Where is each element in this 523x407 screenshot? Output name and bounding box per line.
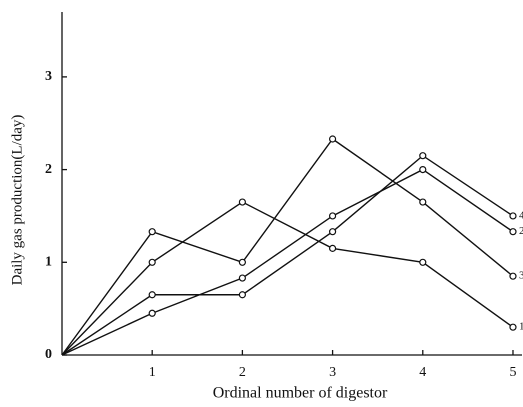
series-line — [61, 154, 514, 356]
point — [419, 258, 427, 266]
point — [509, 228, 517, 236]
x-tick-label: 4 — [419, 365, 426, 380]
point — [238, 198, 246, 206]
series-line — [61, 201, 514, 356]
series-line — [61, 168, 514, 356]
point — [509, 272, 517, 280]
point — [148, 228, 156, 236]
series-label: 2 — [519, 225, 523, 237]
y-tick-label: 3 — [45, 69, 52, 84]
x-tick-label: 1 — [149, 365, 156, 380]
y-tick-label: 0 — [45, 347, 52, 362]
point — [419, 198, 427, 206]
series-label: 1 — [519, 321, 523, 333]
point — [509, 212, 517, 220]
point — [148, 291, 156, 299]
y-tick-label: 2 — [45, 162, 52, 177]
series-label: 3 — [519, 270, 523, 282]
point — [238, 274, 246, 282]
point — [148, 309, 156, 317]
point — [419, 165, 427, 174]
point — [328, 212, 337, 220]
x-tick-label: 2 — [239, 365, 246, 380]
point — [328, 135, 337, 143]
y-axis-label: Daily gas production(L/day) — [9, 115, 25, 286]
point — [238, 258, 246, 266]
point — [328, 228, 337, 236]
x-tick-label: 3 — [329, 365, 336, 380]
x-axis-label: Ordinal number of digestor — [213, 385, 388, 402]
series-label: 4 — [519, 209, 523, 221]
point — [509, 323, 517, 331]
point — [419, 152, 427, 160]
x-tick-label: 5 — [509, 365, 516, 380]
point — [148, 258, 156, 266]
point — [238, 291, 246, 299]
y-tick-label: 1 — [45, 255, 52, 270]
point — [328, 244, 337, 252]
series-line — [61, 138, 514, 356]
